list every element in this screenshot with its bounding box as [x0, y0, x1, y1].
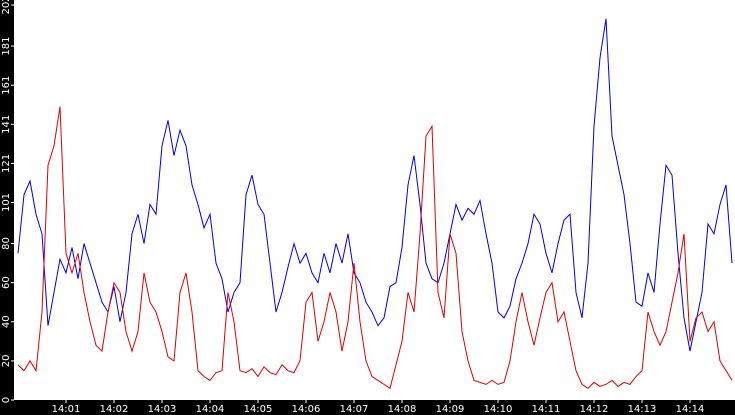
- x-axis-strip: [0, 400, 735, 415]
- y-tick-label: 181: [1, 37, 12, 56]
- y-tick-label: 202: [1, 0, 12, 15]
- series-line: [17, 106, 733, 390]
- y-tick-label: 101: [1, 193, 12, 212]
- x-tick-label: 14:12: [580, 404, 609, 415]
- x-tick-label: 14:08: [388, 404, 417, 415]
- y-axis-strip: [0, 0, 14, 415]
- y-tick-label: 40: [1, 315, 12, 328]
- y-tick-label: 0: [1, 397, 12, 403]
- y-tick-label: 161: [1, 76, 12, 95]
- x-tick-label: 14:05: [244, 404, 273, 415]
- y-tick-label: 141: [1, 115, 12, 134]
- x-tick-label: 14:07: [340, 404, 369, 415]
- y-tick-label: 60: [1, 276, 12, 289]
- x-tick-label: 14:04: [196, 404, 225, 415]
- y-tick-label: 20: [1, 355, 12, 368]
- x-tick-label: 14:13: [628, 404, 657, 415]
- y-tick-label: 121: [1, 154, 12, 173]
- x-tick-label: 14:02: [100, 404, 129, 415]
- y-tick-label: 80: [1, 237, 12, 250]
- x-tick-label: 14:11: [532, 404, 561, 415]
- series-line: [17, 18, 733, 352]
- x-tick-label: 14:14: [676, 404, 705, 415]
- x-tick-label: 14:06: [292, 404, 321, 415]
- x-tick-label: 14:01: [52, 404, 81, 415]
- x-tick-label: 14:10: [484, 404, 513, 415]
- x-tick-label: 14:09: [436, 404, 465, 415]
- x-tick-label: 14:03: [148, 404, 177, 415]
